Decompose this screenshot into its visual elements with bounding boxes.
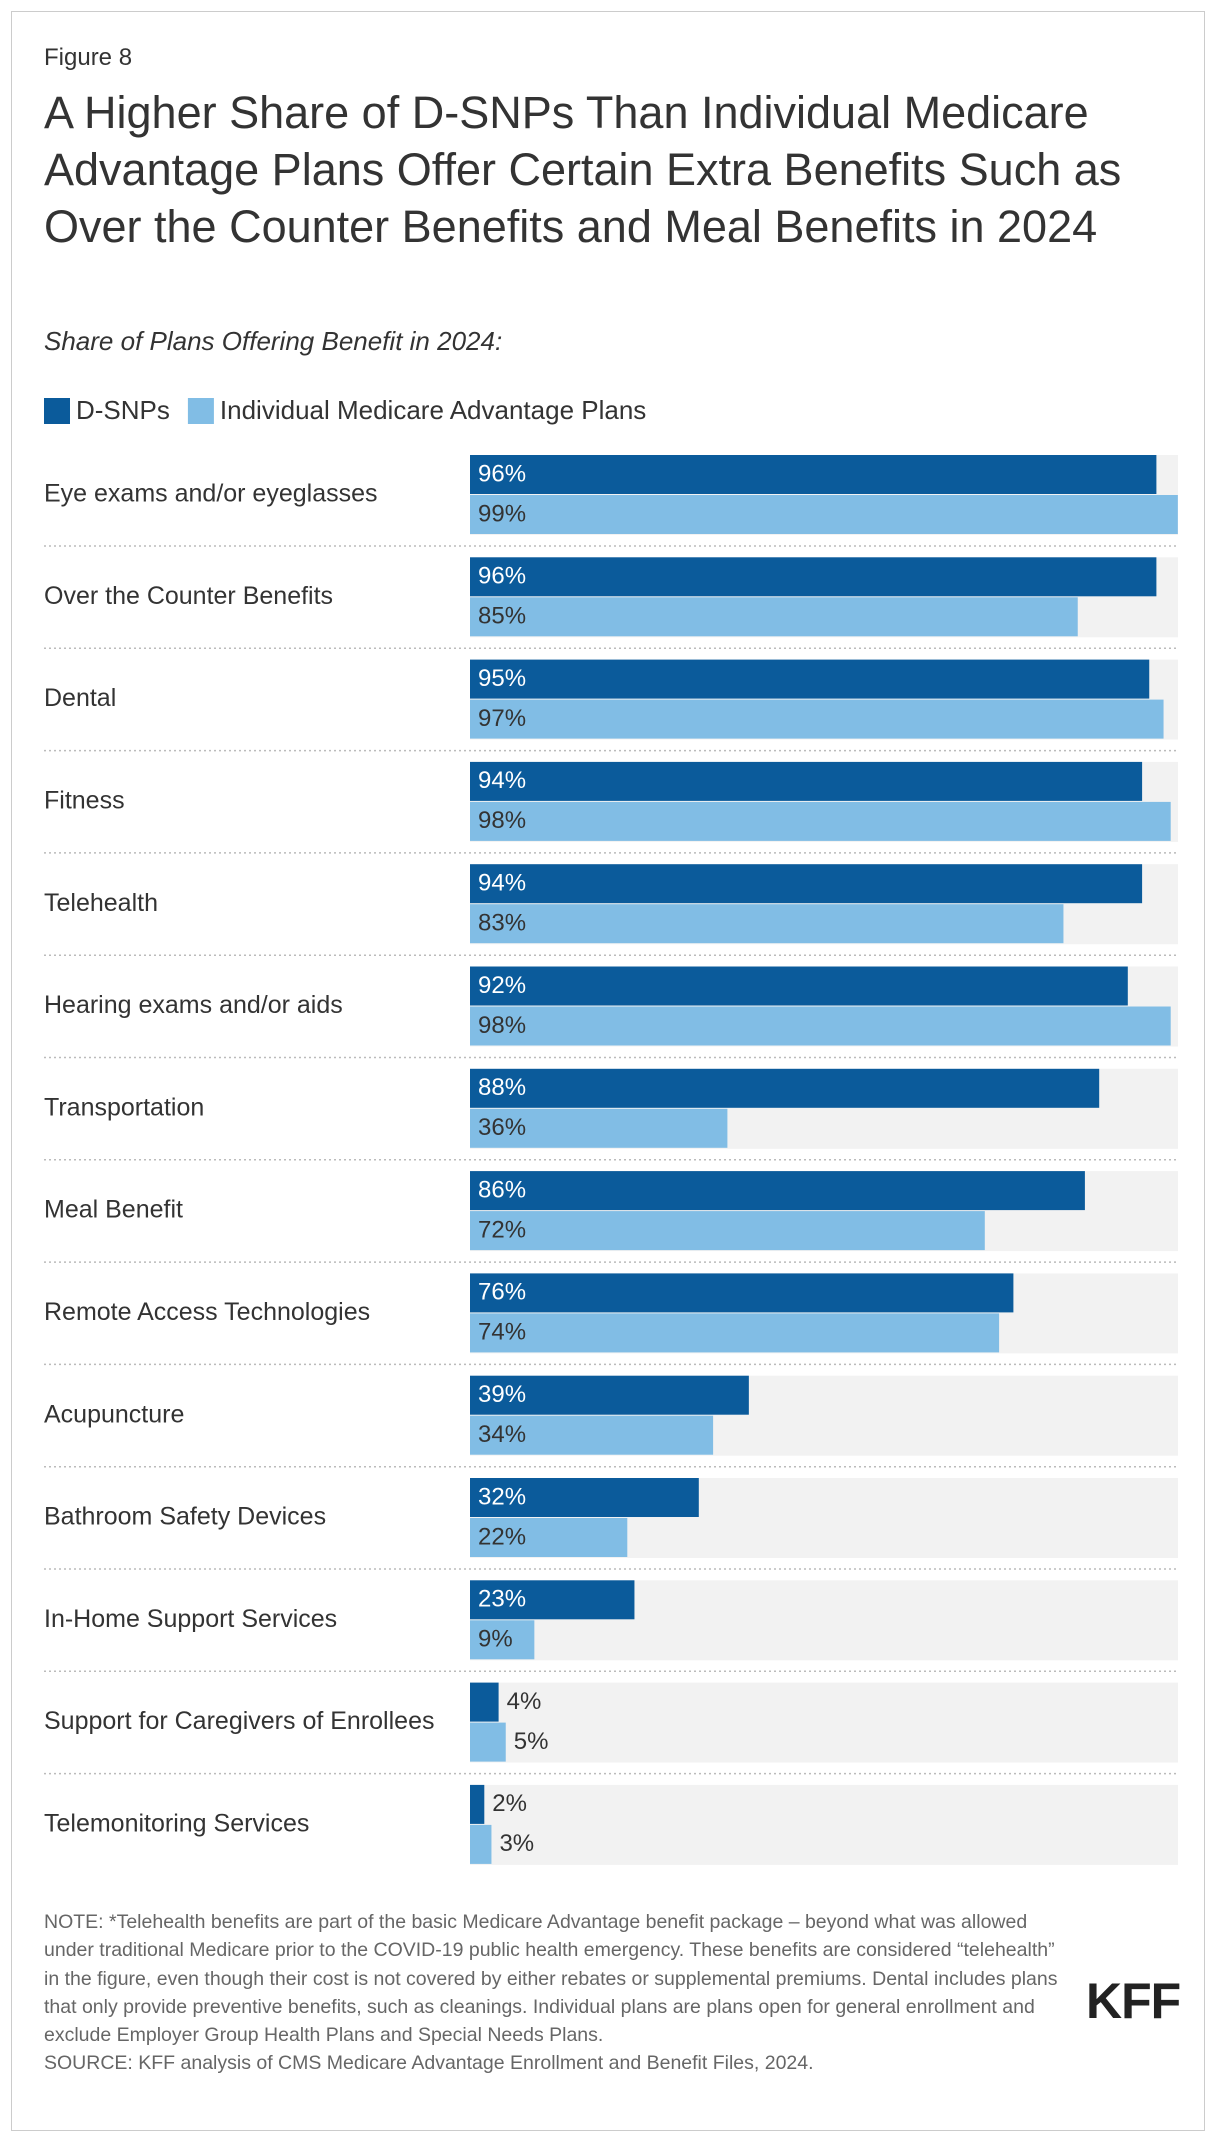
source: SOURCE: KFF analysis of CMS Medicare Adv… — [44, 2052, 814, 2075]
bar — [470, 1580, 635, 1620]
value-label: 39% — [478, 1381, 526, 1408]
chart: D-SNPs Individual Medicare Advantage Plan… — [44, 395, 1178, 1865]
chart-subtitle: Share of Plans Offering Benefit in 2024: — [44, 326, 503, 356]
bar — [470, 455, 1157, 494]
bar — [470, 1682, 499, 1722]
figure-label: Figure 8 — [44, 44, 133, 71]
bar — [470, 495, 1178, 534]
value-label: 88% — [478, 1074, 526, 1101]
bar — [470, 1375, 749, 1415]
legend-label: D-SNPs — [76, 395, 170, 425]
bar — [470, 1108, 728, 1148]
value-label: 98% — [478, 807, 526, 834]
bar — [470, 1171, 1085, 1211]
legend-swatch — [44, 398, 70, 424]
bar — [470, 1824, 492, 1864]
category-label: Remote Access Technologies — [44, 1298, 370, 1326]
category-label: Transportation — [44, 1093, 204, 1121]
category-label: Fitness — [44, 787, 125, 815]
bar — [470, 1273, 1014, 1313]
category-label: Bathroom Safety Devices — [44, 1503, 326, 1531]
bar — [470, 1006, 1171, 1046]
value-label: 94% — [478, 870, 526, 897]
value-label: 72% — [478, 1216, 526, 1243]
bar — [470, 801, 1171, 841]
value-label: 23% — [478, 1586, 526, 1613]
value-label: 99% — [478, 500, 526, 527]
legend-swatch — [187, 398, 214, 424]
bar — [470, 1620, 535, 1660]
bar — [470, 1722, 506, 1762]
value-label: 86% — [478, 1176, 526, 1203]
category-label: Telehealth — [44, 889, 158, 917]
bar — [470, 966, 1128, 1006]
legend-label: Individual Medicare Advantage Plans — [220, 395, 646, 425]
value-label: 85% — [478, 603, 526, 630]
category-label: Support for Caregivers of Enrollees — [44, 1707, 434, 1735]
value-label: 97% — [478, 705, 526, 732]
value-label: 22% — [478, 1523, 526, 1550]
notes: NOTE: *Telehealth benefits are part of t… — [44, 1908, 1074, 2078]
value-label: 96% — [478, 460, 526, 487]
value-label: 96% — [478, 563, 526, 590]
value-label: 98% — [478, 1012, 526, 1039]
bar — [470, 557, 1157, 597]
category-label: Dental — [44, 684, 116, 712]
bar — [470, 1478, 699, 1517]
value-label: 74% — [478, 1319, 526, 1346]
value-label: 5% — [514, 1728, 549, 1755]
value-label: 36% — [478, 1114, 526, 1141]
row-background — [470, 1682, 1178, 1763]
bar — [470, 659, 1150, 699]
value-label: 95% — [478, 665, 526, 692]
category-label: Acupuncture — [44, 1400, 184, 1428]
bar — [470, 904, 1064, 944]
category-label: Telemonitoring Services — [44, 1810, 309, 1838]
category-label: Meal Benefit — [44, 1196, 183, 1224]
value-label: 76% — [478, 1279, 526, 1306]
note: NOTE: *Telehealth benefits are part of t… — [44, 1911, 1058, 2047]
value-label: 83% — [478, 910, 526, 937]
category-label: Over the Counter Benefits — [44, 582, 333, 610]
row-background — [470, 1784, 1178, 1865]
logo: KFF — [1086, 1973, 1181, 2029]
value-label: 34% — [478, 1421, 526, 1448]
value-label: 32% — [478, 1483, 526, 1510]
bar — [470, 1068, 1100, 1108]
chart-title: A Higher Share of D-SNPs Than Individual… — [44, 87, 1122, 252]
value-label: 94% — [478, 767, 526, 794]
value-label: 3% — [499, 1830, 534, 1857]
category-label: In-Home Support Services — [44, 1605, 337, 1633]
bar — [470, 699, 1164, 739]
category-label: Hearing exams and/or aids — [44, 991, 343, 1019]
value-label: 2% — [492, 1790, 527, 1817]
bar — [470, 761, 1143, 801]
bar — [470, 1313, 1000, 1353]
value-label: 92% — [478, 972, 526, 999]
category-label: Eye exams and/or eyeglasses — [44, 480, 378, 508]
bar — [470, 864, 1143, 904]
bar — [470, 1415, 714, 1455]
value-label: 4% — [507, 1688, 542, 1715]
bar — [470, 1518, 628, 1557]
bar — [470, 1211, 985, 1251]
frame — [11, 11, 1205, 2131]
value-label: 9% — [478, 1626, 513, 1653]
bar — [470, 597, 1078, 637]
bar — [470, 1784, 485, 1824]
